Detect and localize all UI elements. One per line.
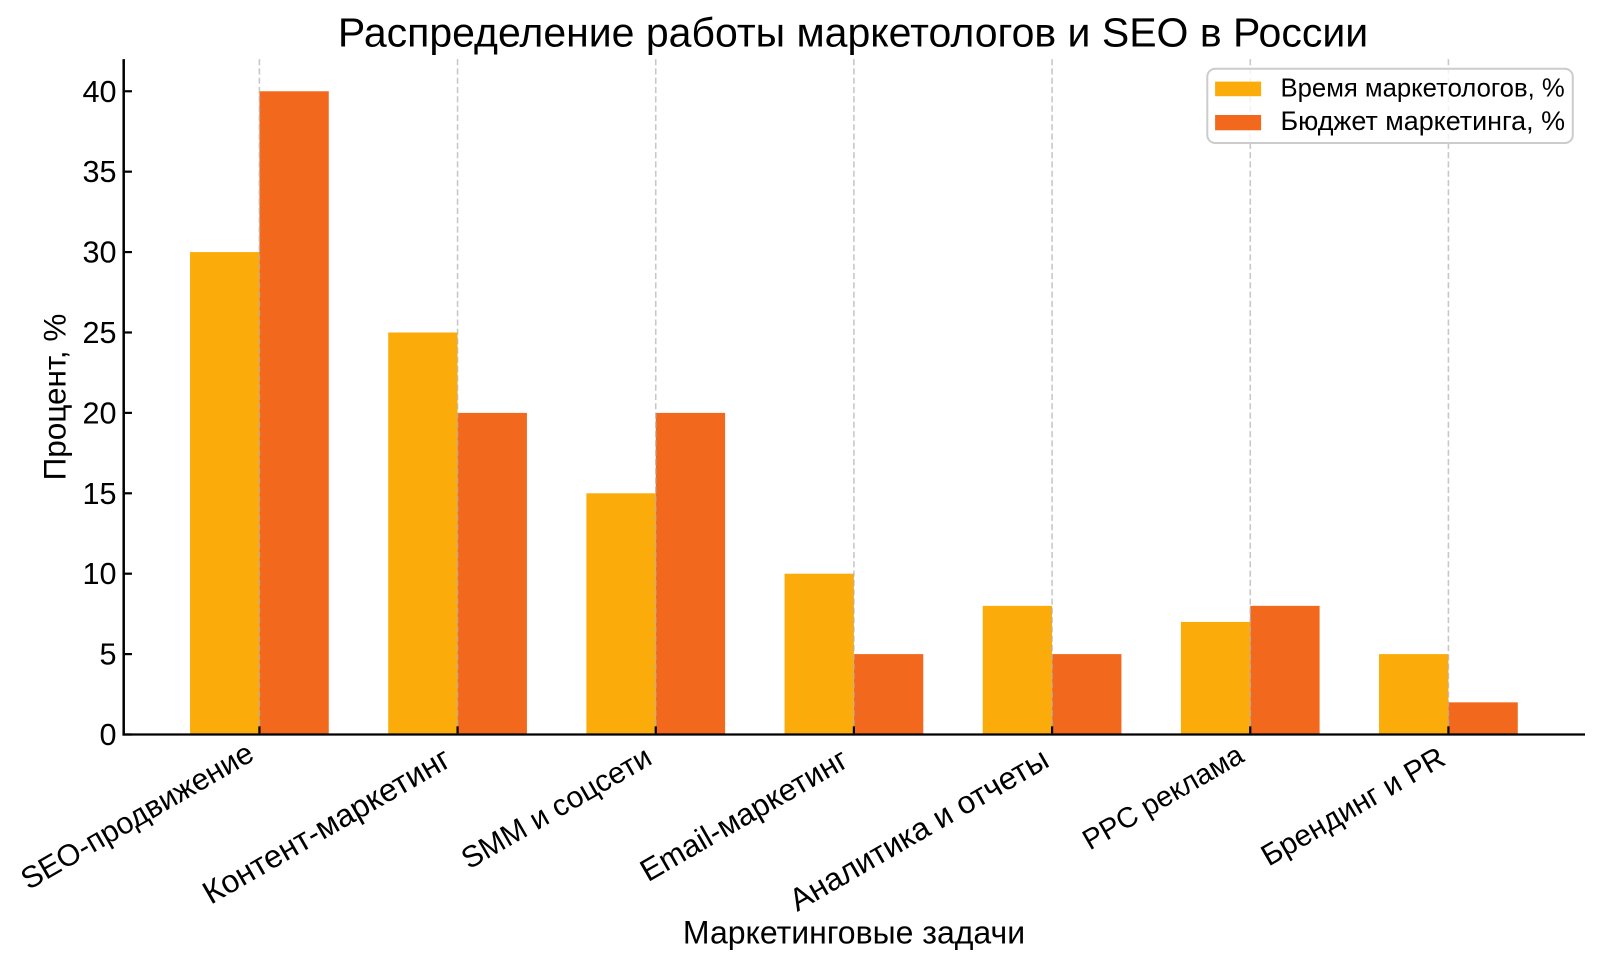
svg-text:Маркетинговые задачи: Маркетинговые задачи [683,915,1025,951]
svg-text:Процент, %: Процент, % [36,314,72,481]
svg-text:5: 5 [99,638,116,672]
svg-text:15: 15 [82,477,116,511]
svg-text:Бюджет маркетинга, %: Бюджет маркетинга, % [1281,106,1566,136]
svg-text:40: 40 [82,75,116,109]
svg-text:25: 25 [82,316,116,350]
svg-text:Время маркетологов, %: Время маркетологов, % [1281,74,1565,102]
svg-text:Распределение работы маркетоло: Распределение работы маркетологов и SEO … [338,9,1368,55]
svg-text:35: 35 [82,155,116,189]
svg-text:20: 20 [82,396,116,430]
svg-text:10: 10 [82,557,116,591]
svg-text:30: 30 [82,236,116,270]
svg-text:0: 0 [99,718,116,752]
